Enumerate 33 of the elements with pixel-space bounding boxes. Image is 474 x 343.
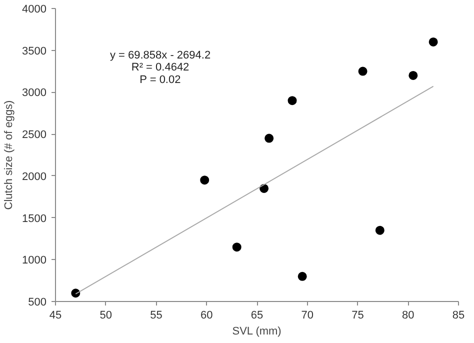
y-axis-title: Clutch size (# of eggs) xyxy=(3,100,16,210)
x-tick-label: 60 xyxy=(200,310,213,322)
point xyxy=(232,242,242,252)
y-tick-label: 4000 xyxy=(22,4,47,16)
y-tick-label: 1000 xyxy=(22,254,47,267)
y-tick-label: 3500 xyxy=(22,45,47,58)
point xyxy=(71,288,80,298)
x-tick-label: 65 xyxy=(250,310,264,322)
x-axis-title: SVL (mm) xyxy=(232,326,282,338)
y-tick-label: 500 xyxy=(28,296,47,308)
x-tick-label: 85 xyxy=(452,310,465,322)
x-tick-label: 75 xyxy=(352,310,364,322)
point xyxy=(264,134,274,143)
point xyxy=(428,37,438,46)
point xyxy=(288,96,297,106)
point xyxy=(375,226,384,235)
y-tick-label: 1500 xyxy=(22,212,47,225)
x-tick-label: 70 xyxy=(301,310,314,322)
annotation: P = 0.02 xyxy=(140,74,181,86)
annotation: y = 69.858x - 2694.2 xyxy=(110,49,211,62)
x-tick-label: 55 xyxy=(150,310,162,322)
y-tick-label: 2500 xyxy=(22,129,47,142)
x-tick-label: 80 xyxy=(402,310,414,322)
point xyxy=(408,70,418,80)
x-tick-label: 45 xyxy=(49,310,62,322)
point xyxy=(200,176,210,185)
x-tick-label: 50 xyxy=(100,310,112,322)
annotation: R² = 0.4642 xyxy=(131,62,190,74)
y-tick-label: 2000 xyxy=(22,170,47,183)
y-tick-label: 3000 xyxy=(22,87,47,100)
point xyxy=(260,184,269,193)
point xyxy=(358,66,368,76)
point xyxy=(298,272,307,281)
